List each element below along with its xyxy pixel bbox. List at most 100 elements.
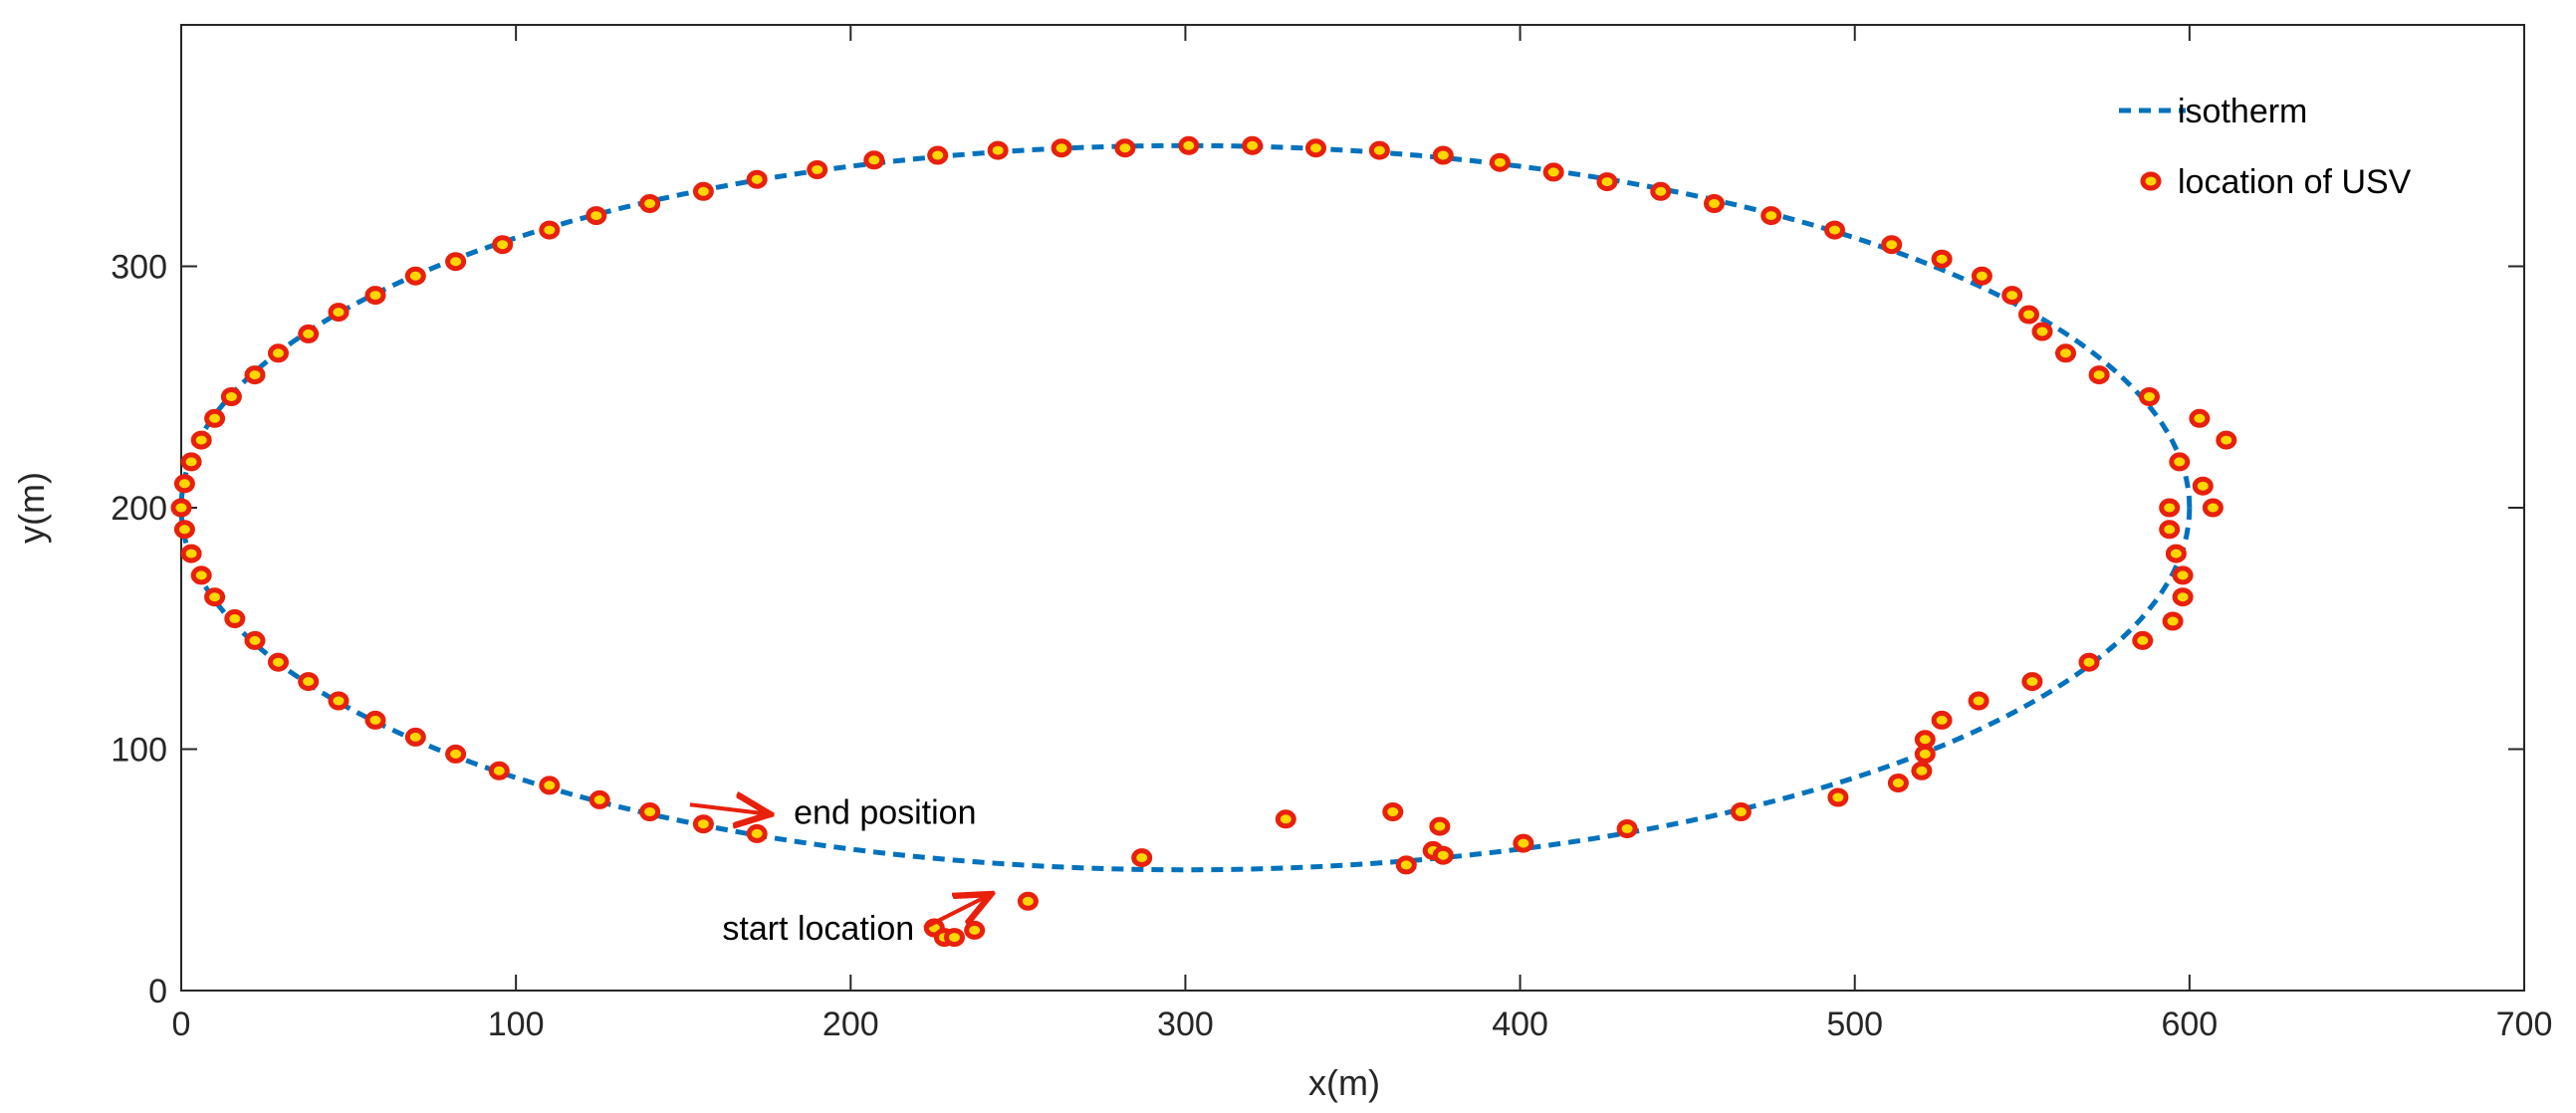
usv-point [1051,138,1072,158]
usv-point [1429,816,1451,836]
usv-point [1931,710,1953,730]
legend-isotherm-label: isotherm [2178,93,2307,130]
usv-point [224,609,246,628]
annotations: end position start location [689,794,992,948]
usv-point [328,303,350,323]
usv-point [1931,249,1953,269]
end-position-arrow [689,804,771,814]
isotherm-curve [178,142,2193,873]
usv-point [2169,452,2191,472]
usv-point [1968,691,1990,711]
usv-point [492,235,514,255]
usv-point [964,920,986,940]
usv-point [807,160,828,179]
y-tick-label: 200 [111,490,167,528]
usv-point [488,761,510,780]
usv-point [1275,809,1296,829]
usv-point [2159,520,2181,540]
usv-point [1881,235,1903,255]
usv-point [746,169,768,189]
usv-point [1513,833,1534,853]
usv-point [190,565,212,585]
usv-point [944,928,965,948]
usv-point [268,343,289,363]
usv-point [268,652,289,672]
x-tick-label: 600 [2161,1005,2218,1043]
usv-point [2162,611,2184,631]
usv-point [2088,365,2110,385]
usv-point [1616,819,1638,838]
usv-point [1827,787,1849,807]
usv-point [2018,305,2039,325]
usv-point [1542,162,1564,182]
usv-point [364,286,386,306]
usv-point [1432,845,1454,865]
y-tick-labels: 0 100 200 300 [111,249,167,1011]
usv-point [1914,730,1936,750]
usv-point [2021,672,2043,692]
usv-point [445,744,467,764]
y-axis-label: y(m) [11,472,52,544]
usv-point [404,266,426,286]
usv-point [2139,387,2160,406]
usv-point [588,789,610,809]
usv-point [2031,322,2053,341]
y-tick-label: 300 [111,249,167,287]
usv-point [2192,476,2214,496]
usv-point [1242,135,1264,155]
usv-point [445,252,467,272]
usv-point [190,430,212,450]
usv-point [1131,848,1153,868]
usv-point [2202,498,2224,518]
x-tick-labels: 0 100 200 300 400 500 600 700 [172,1005,2553,1043]
usv-point [2132,630,2154,650]
usv-point [364,710,386,730]
x-axis-label: x(m) [1308,1062,1380,1103]
usv-point [746,823,768,843]
y-tick-label: 0 [148,973,167,1010]
usv-point [1432,145,1454,165]
usv-point [180,452,202,472]
usv-point [863,150,885,170]
usv-point [2189,408,2211,428]
x-tick-label: 100 [488,1005,545,1043]
usv-point [692,814,714,834]
usv-point [173,520,195,540]
usv-point [2216,430,2237,450]
x-tick-label: 700 [2496,1005,2553,1043]
usv-point [1911,761,1933,780]
start-location-label: start location [722,910,914,948]
usv-point [328,691,350,711]
usv-point [2172,587,2194,607]
end-position-label: end position [794,794,976,832]
usv-point [1824,220,1845,240]
legend-usv-swatch [2140,171,2162,191]
usv-point [1114,138,1136,158]
usv-point [244,630,266,650]
usv-point [2172,565,2194,585]
usv-point [1368,140,1390,160]
usv-point [1971,266,1992,286]
usv-point [639,802,661,821]
usv-point [539,776,561,795]
x-tick-label: 200 [822,1005,879,1043]
usv-point [244,365,266,385]
usv-point [173,474,195,494]
usv-point [1704,194,1725,213]
usv-point [987,140,1009,160]
usv-point [1395,855,1417,875]
usv-point [927,145,949,165]
usv-point [2165,544,2187,563]
usv-point [298,672,320,692]
usv-point [1760,206,1782,226]
usv-point [204,587,226,607]
usv-point [2078,652,2100,672]
usv-point [692,181,714,201]
usv-point [180,544,202,563]
usv-point [639,194,661,213]
usv-point [1305,138,1326,158]
usv-point [1489,152,1511,172]
x-tick-label: 300 [1157,1005,1214,1043]
usv-point [220,387,242,406]
